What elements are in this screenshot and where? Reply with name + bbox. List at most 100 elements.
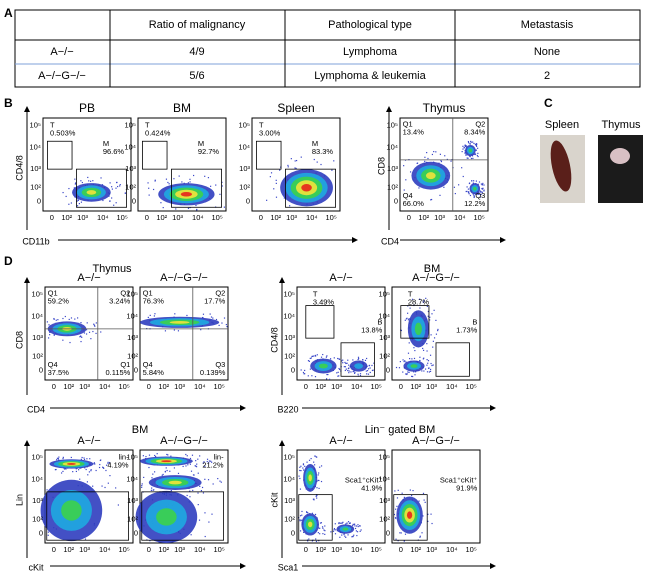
- x-tick-label: 10²: [410, 545, 421, 554]
- event-dot: [471, 155, 474, 157]
- event-dot: [100, 331, 102, 333]
- event-dot: [56, 459, 58, 461]
- event-dot: [462, 145, 464, 147]
- arrow-head: [24, 277, 30, 283]
- plot-frame: [139, 286, 229, 381]
- gate-name: Q4: [48, 360, 58, 369]
- event-dot: [190, 534, 192, 536]
- event-dot: [78, 469, 80, 471]
- event-dot: [151, 477, 153, 479]
- x-tick-label: 10³: [286, 213, 297, 222]
- gate-name: Q3: [475, 191, 485, 200]
- event-dot: [313, 355, 315, 357]
- event-dot: [88, 471, 90, 473]
- event-dot: [473, 195, 475, 198]
- event-dot: [407, 352, 410, 354]
- gate-value: 76.3%: [143, 296, 165, 305]
- event-dot: [405, 179, 407, 181]
- event-dot: [190, 470, 193, 472]
- gate-name: Q3: [215, 360, 225, 369]
- event-dot: [373, 362, 375, 364]
- event-dot: [464, 151, 466, 153]
- y-tick-label: 10⁴: [386, 143, 398, 152]
- event-dot: [76, 205, 79, 207]
- event-dot: [413, 357, 416, 360]
- panel-label: A: [4, 6, 13, 20]
- gate-name: B: [377, 317, 382, 326]
- event-dot: [98, 466, 101, 469]
- event-dot: [313, 499, 315, 501]
- event-dot: [92, 485, 94, 487]
- gate-name: T: [313, 289, 318, 298]
- event-dot: [413, 371, 415, 373]
- gate-value: 0.139%: [200, 368, 226, 377]
- density-contour: [425, 172, 436, 180]
- event-dot: [339, 358, 341, 360]
- density-contour: [168, 480, 182, 485]
- gate-name: B: [472, 317, 477, 326]
- event-dot: [196, 209, 198, 211]
- event-dot: [427, 362, 429, 364]
- event-dot: [83, 457, 85, 459]
- event-dot: [330, 531, 332, 533]
- event-dot: [320, 163, 322, 166]
- event-dot: [419, 298, 421, 300]
- plot-title: A−/−G−/−: [160, 272, 208, 284]
- event-dot: [352, 523, 354, 525]
- event-dot: [367, 368, 370, 370]
- event-dot: [203, 461, 205, 463]
- x-axis-label: Sca1: [278, 562, 299, 572]
- event-dot: [427, 520, 429, 522]
- event-dot: [304, 465, 306, 467]
- gate-value: 96.6%: [103, 147, 125, 156]
- event-dot: [481, 184, 483, 186]
- event-dot: [315, 540, 318, 543]
- event-dot: [47, 531, 49, 533]
- plot-frame: [399, 117, 489, 212]
- event-dot: [371, 369, 374, 372]
- y-tick-label: 10²: [387, 183, 398, 192]
- event-dot: [65, 468, 67, 470]
- event-dot: [470, 140, 472, 143]
- gate-value: 4.19%: [107, 460, 129, 469]
- event-dot: [479, 196, 481, 198]
- event-dot: [173, 178, 175, 180]
- table-cell: 2: [544, 70, 550, 82]
- event-dot: [88, 180, 90, 182]
- event-dot: [84, 467, 86, 469]
- event-dot: [299, 520, 301, 522]
- event-dot: [341, 534, 343, 536]
- event-dot: [470, 141, 472, 143]
- event-dot: [369, 371, 371, 374]
- x-tick-label: 10⁴: [194, 545, 206, 554]
- event-dot: [187, 464, 189, 466]
- event-dot: [299, 469, 301, 472]
- event-dot: [107, 482, 109, 484]
- event-dot: [109, 475, 111, 477]
- event-dot: [77, 199, 80, 201]
- event-dot: [479, 191, 482, 193]
- gate-name: lin-: [214, 452, 225, 461]
- x-tick-label: 0: [147, 382, 151, 391]
- event-dot: [433, 150, 435, 153]
- event-dot: [348, 367, 350, 369]
- event-dot: [426, 305, 428, 308]
- event-dot: [403, 360, 405, 363]
- event-dot: [93, 323, 95, 325]
- event-dot: [421, 532, 423, 534]
- event-dot: [342, 359, 344, 361]
- event-dot: [141, 486, 143, 488]
- event-dot: [307, 540, 309, 542]
- event-dot: [308, 538, 310, 540]
- event-dot: [477, 183, 479, 185]
- event-dot: [473, 196, 475, 199]
- event-dot: [314, 513, 317, 516]
- event-dot: [407, 371, 409, 373]
- event-dot: [439, 194, 441, 196]
- event-dot: [427, 513, 429, 515]
- event-dot: [356, 531, 359, 533]
- event-dot: [154, 313, 156, 315]
- event-dot: [426, 350, 428, 352]
- event-dot: [371, 364, 373, 367]
- event-dot: [403, 540, 405, 542]
